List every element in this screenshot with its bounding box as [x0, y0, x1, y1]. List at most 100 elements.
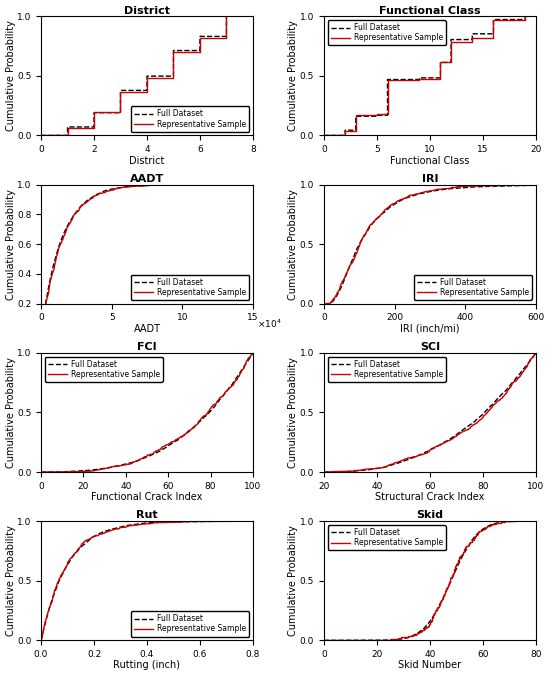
- Representative Sample: [50, 593, 56, 601]
- Representative Sample: [189, 425, 195, 433]
- Y-axis label: Cumulative Probability: Cumulative Probability: [6, 525, 15, 636]
- Representative Sample: [453, 560, 460, 568]
- Full Dataset: [524, 360, 530, 368]
- Full Dataset: [223, 12, 230, 20]
- Representative Sample: [432, 607, 439, 615]
- Representative Sample: [117, 102, 124, 110]
- Full Dataset: [86, 195, 92, 203]
- Full Dataset: [490, 24, 497, 32]
- Title: SCI: SCI: [420, 342, 440, 352]
- Full Dataset: [109, 525, 116, 533]
- Y-axis label: Cumulative Probability: Cumulative Probability: [6, 189, 15, 299]
- Representative Sample: [321, 636, 327, 644]
- Full Dataset: [250, 180, 256, 189]
- Line: Representative Sample: Representative Sample: [324, 185, 536, 304]
- Full Dataset: [170, 49, 177, 57]
- Full Dataset: [490, 21, 497, 29]
- Full Dataset: [416, 74, 422, 82]
- Full Dataset: [38, 636, 45, 644]
- Representative Sample: [60, 234, 67, 242]
- Full Dataset: [480, 525, 486, 533]
- Representative Sample: [490, 32, 497, 41]
- Full Dataset: [408, 192, 415, 200]
- Line: Representative Sample: Representative Sample: [41, 16, 227, 135]
- Representative Sample: [170, 180, 177, 189]
- Full Dataset: [532, 180, 539, 189]
- Representative Sample: [345, 265, 351, 273]
- Line: Representative Sample: Representative Sample: [41, 521, 241, 640]
- Full Dataset: [478, 526, 485, 534]
- Representative Sample: [343, 270, 349, 279]
- Representative Sample: [384, 88, 391, 96]
- Full Dataset: [355, 242, 362, 250]
- Representative Sample: [170, 53, 177, 62]
- Line: Full Dataset: Full Dataset: [324, 185, 536, 304]
- Representative Sample: [468, 537, 475, 546]
- Line: Full Dataset: Full Dataset: [41, 353, 253, 472]
- Representative Sample: [223, 12, 230, 20]
- Representative Sample: [502, 390, 509, 398]
- Full Dataset: [38, 131, 45, 139]
- Y-axis label: Cumulative Probability: Cumulative Probability: [6, 20, 15, 131]
- Representative Sample: [512, 517, 519, 525]
- Representative Sample: [46, 286, 52, 294]
- Legend: Full Dataset, Representative Sample: Full Dataset, Representative Sample: [131, 274, 249, 300]
- Representative Sample: [117, 97, 124, 105]
- Full Dataset: [92, 191, 98, 199]
- Full Dataset: [532, 349, 539, 357]
- Representative Sample: [522, 12, 529, 20]
- Representative Sample: [76, 206, 82, 214]
- Full Dataset: [384, 108, 391, 116]
- Full Dataset: [244, 358, 251, 366]
- Representative Sample: [454, 558, 461, 566]
- Representative Sample: [350, 256, 357, 264]
- Full Dataset: [224, 385, 231, 393]
- Full Dataset: [68, 554, 75, 562]
- Line: Representative Sample: Representative Sample: [41, 353, 252, 472]
- Legend: Full Dataset, Representative Sample: Full Dataset, Representative Sample: [328, 357, 446, 382]
- Representative Sample: [220, 391, 227, 400]
- Representative Sample: [223, 32, 230, 41]
- Representative Sample: [60, 232, 67, 240]
- Full Dataset: [42, 300, 49, 308]
- Representative Sample: [442, 439, 449, 447]
- Legend: Full Dataset, Representative Sample: Full Dataset, Representative Sample: [131, 106, 249, 132]
- X-axis label: Functional Class: Functional Class: [390, 155, 470, 166]
- Y-axis label: Cumulative Probability: Cumulative Probability: [288, 20, 299, 131]
- Representative Sample: [366, 222, 373, 230]
- X-axis label: Structural Crack Index: Structural Crack Index: [375, 492, 485, 502]
- Representative Sample: [448, 53, 454, 62]
- Line: Full Dataset: Full Dataset: [324, 16, 525, 135]
- Full Dataset: [321, 468, 327, 476]
- Representative Sample: [117, 88, 124, 96]
- Representative Sample: [38, 636, 45, 644]
- Full Dataset: [223, 20, 230, 28]
- Representative Sample: [501, 391, 508, 400]
- Representative Sample: [238, 517, 245, 525]
- Representative Sample: [177, 433, 183, 441]
- X-axis label: AADT: AADT: [134, 324, 161, 334]
- Full Dataset: [94, 191, 100, 199]
- Line: Full Dataset: Full Dataset: [41, 16, 227, 135]
- Line: Full Dataset: Full Dataset: [324, 353, 536, 472]
- X-axis label: IRI (inch/mi): IRI (inch/mi): [400, 324, 460, 334]
- Representative Sample: [436, 602, 442, 610]
- Representative Sample: [384, 97, 391, 105]
- Title: Rut: Rut: [136, 510, 158, 521]
- Full Dataset: [321, 299, 327, 308]
- Representative Sample: [451, 433, 458, 441]
- Representative Sample: [532, 349, 539, 357]
- Legend: Full Dataset, Representative Sample: Full Dataset, Representative Sample: [328, 525, 446, 550]
- Full Dataset: [204, 410, 211, 418]
- Representative Sample: [321, 468, 327, 476]
- Line: Representative Sample: Representative Sample: [324, 16, 525, 135]
- Representative Sample: [47, 602, 53, 610]
- Full Dataset: [55, 579, 62, 587]
- Title: IRI: IRI: [422, 174, 438, 184]
- X-axis label: District: District: [129, 155, 164, 166]
- Title: Skid: Skid: [416, 510, 443, 521]
- Full Dataset: [430, 445, 436, 453]
- Representative Sample: [388, 201, 394, 209]
- Full Dataset: [223, 24, 230, 32]
- Title: District: District: [124, 5, 170, 16]
